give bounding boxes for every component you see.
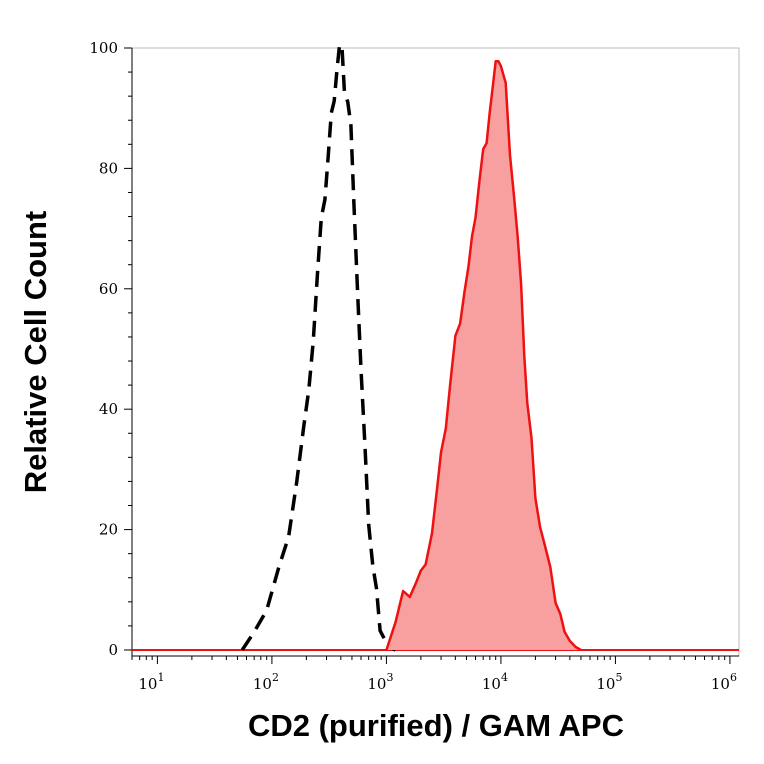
control-outline	[240, 42, 397, 652]
y-tick-label: 40	[99, 400, 118, 418]
x-tick-label: 103	[367, 671, 393, 693]
x-axis-label: CD2 (purified) / GAM APC	[248, 708, 624, 743]
stained-area	[386, 61, 581, 650]
y-tick-label: 100	[89, 39, 118, 57]
x-axis-ticks: 101 102 103 104 105 106	[131, 656, 737, 693]
y-axis-label: Relative Cell Count	[18, 211, 53, 494]
x-tick-label: 102	[253, 671, 279, 693]
y-axis-ticks: 0 20 40 60 80 100	[89, 39, 132, 659]
x-tick-label: 104	[482, 671, 508, 693]
y-tick-label: 0	[108, 641, 118, 659]
x-tick-label: 101	[138, 671, 164, 693]
stained-outline	[385, 59, 582, 652]
x-tick-label: 106	[711, 671, 737, 693]
y-tick-label: 60	[99, 280, 118, 298]
histogram-series	[132, 42, 739, 652]
y-tick-label: 80	[99, 159, 118, 177]
x-tick-label: 105	[596, 671, 622, 693]
y-tick-label: 20	[99, 521, 118, 539]
